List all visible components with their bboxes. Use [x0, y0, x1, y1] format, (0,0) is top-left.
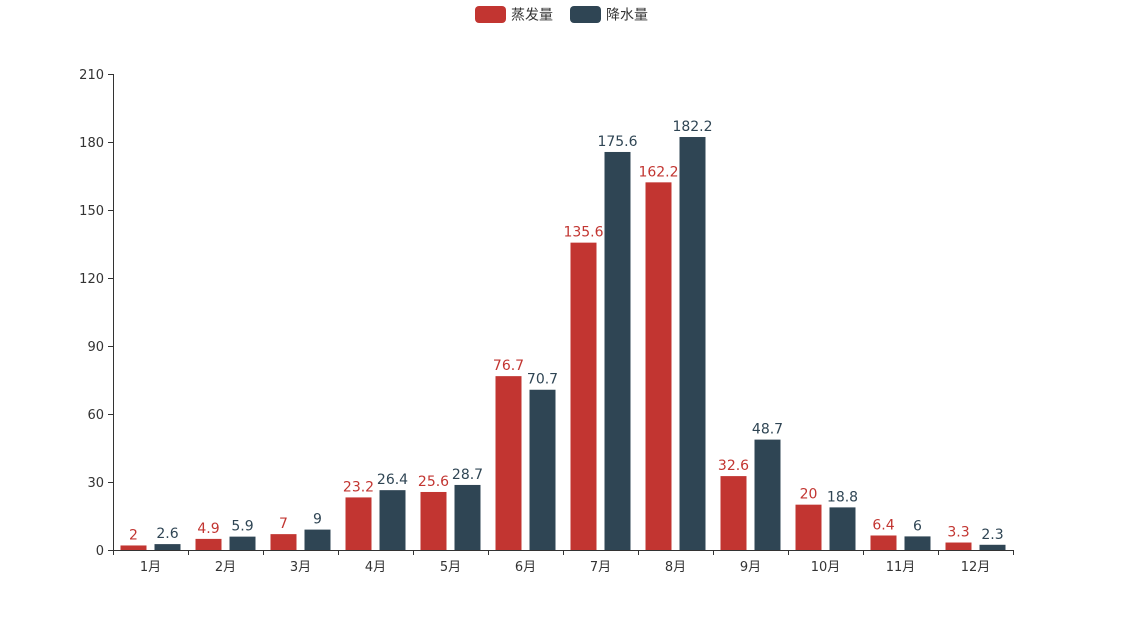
bar-series-2[interactable] [679, 137, 706, 550]
bar-series-1[interactable] [345, 497, 372, 550]
x-tick-label: 6月 [515, 560, 536, 575]
data-label-series-1: 25.6 [418, 474, 449, 490]
legend-swatch [570, 6, 601, 23]
data-label-series-2: 18.8 [827, 489, 858, 505]
data-label-series-1: 32.6 [718, 458, 749, 474]
data-label-series-1: 23.2 [343, 479, 374, 495]
data-label-series-2: 175.6 [597, 134, 637, 150]
bar-series-1[interactable] [795, 504, 822, 550]
x-tick-label: 1月 [140, 560, 161, 575]
data-labels: 2 4.9 7 23.2 25.6 76.7 135.6 162.2 32.6 20 6.4 3.3 2… [129, 119, 1004, 543]
y-tick-label: 120 [79, 272, 104, 287]
bar-series-1[interactable] [645, 182, 672, 550]
bar-series-1[interactable] [420, 491, 447, 550]
bar-series-2[interactable] [154, 544, 181, 550]
data-label-series-2: 2.3 [981, 527, 1003, 543]
data-label-series-2: 48.7 [752, 422, 783, 438]
data-label-series-1: 2 [129, 527, 138, 543]
x-tick-label: 10月 [811, 560, 841, 575]
bars [120, 137, 1006, 550]
data-label-series-2: 6 [913, 518, 922, 534]
x-tick-label: 3月 [290, 560, 311, 575]
data-label-series-1: 6.4 [872, 517, 894, 533]
data-label-series-1: 3.3 [947, 525, 969, 541]
bar-series-2[interactable] [229, 536, 256, 550]
data-label-series-2: 9 [313, 512, 322, 528]
bar-series-2[interactable] [829, 507, 856, 550]
data-label-series-1: 7 [279, 516, 288, 532]
legend-label: 降水量 [606, 8, 648, 24]
data-label-series-2: 28.7 [452, 467, 483, 483]
bar-series-2[interactable] [379, 490, 406, 550]
data-label-series-2: 70.7 [527, 372, 558, 388]
bar-series-1[interactable] [120, 545, 147, 550]
x-axis: 1月 2月 3月 4月 5月 6月 7月 8月 9月 10月 11月 12月 [113, 550, 1014, 575]
data-label-series-1: 135.6 [563, 225, 603, 241]
bar-series-1[interactable] [945, 542, 972, 550]
x-tick-label: 12月 [961, 560, 991, 575]
legend[interactable]: 蒸发量 降水量 [475, 6, 648, 24]
bar-series-1[interactable] [495, 376, 522, 550]
bar-series-1[interactable] [870, 535, 897, 550]
bar-series-1[interactable] [570, 242, 597, 550]
x-tick-label: 7月 [590, 560, 611, 575]
bar-series-1[interactable] [195, 538, 222, 550]
y-tick-label: 0 [96, 544, 104, 559]
y-tick-label: 210 [79, 68, 104, 83]
bar-series-2[interactable] [454, 484, 481, 550]
bar-series-2[interactable] [304, 529, 331, 550]
x-tick-label: 2月 [215, 560, 236, 575]
legend-swatch [475, 6, 506, 23]
y-tick-label: 180 [79, 136, 104, 151]
y-tick-label: 150 [79, 204, 104, 219]
bar-series-2[interactable] [979, 544, 1006, 550]
data-label-series-2: 182.2 [672, 119, 712, 135]
x-tick-label: 8月 [665, 560, 686, 575]
bar-series-2[interactable] [604, 151, 631, 550]
x-tick-label: 5月 [440, 560, 461, 575]
data-label-series-2: 26.4 [377, 472, 408, 488]
x-tick-label: 11月 [886, 560, 916, 575]
legend-item-2[interactable]: 降水量 [570, 6, 648, 24]
data-label-series-1: 4.9 [197, 521, 219, 537]
legend-label: 蒸发量 [511, 8, 553, 24]
bar-series-1[interactable] [720, 476, 747, 550]
y-axis: 0 30 60 90 120 150 180 210 [79, 68, 114, 559]
legend-item-1[interactable]: 蒸发量 [475, 6, 553, 24]
data-label-series-1: 20 [800, 487, 818, 503]
x-tick-label: 4月 [365, 560, 386, 575]
data-label-series-2: 2.6 [156, 526, 178, 542]
y-tick-label: 90 [87, 340, 104, 355]
data-label-series-2: 5.9 [231, 519, 253, 535]
bar-series-1[interactable] [270, 534, 297, 550]
x-tick-label: 9月 [740, 560, 761, 575]
data-label-series-1: 162.2 [638, 164, 678, 180]
y-tick-label: 60 [87, 408, 104, 423]
bar-series-2[interactable] [754, 439, 781, 550]
y-tick-label: 30 [87, 476, 104, 491]
data-label-series-1: 76.7 [493, 358, 524, 374]
bar-series-2[interactable] [904, 536, 931, 550]
bar-series-2[interactable] [529, 389, 556, 550]
